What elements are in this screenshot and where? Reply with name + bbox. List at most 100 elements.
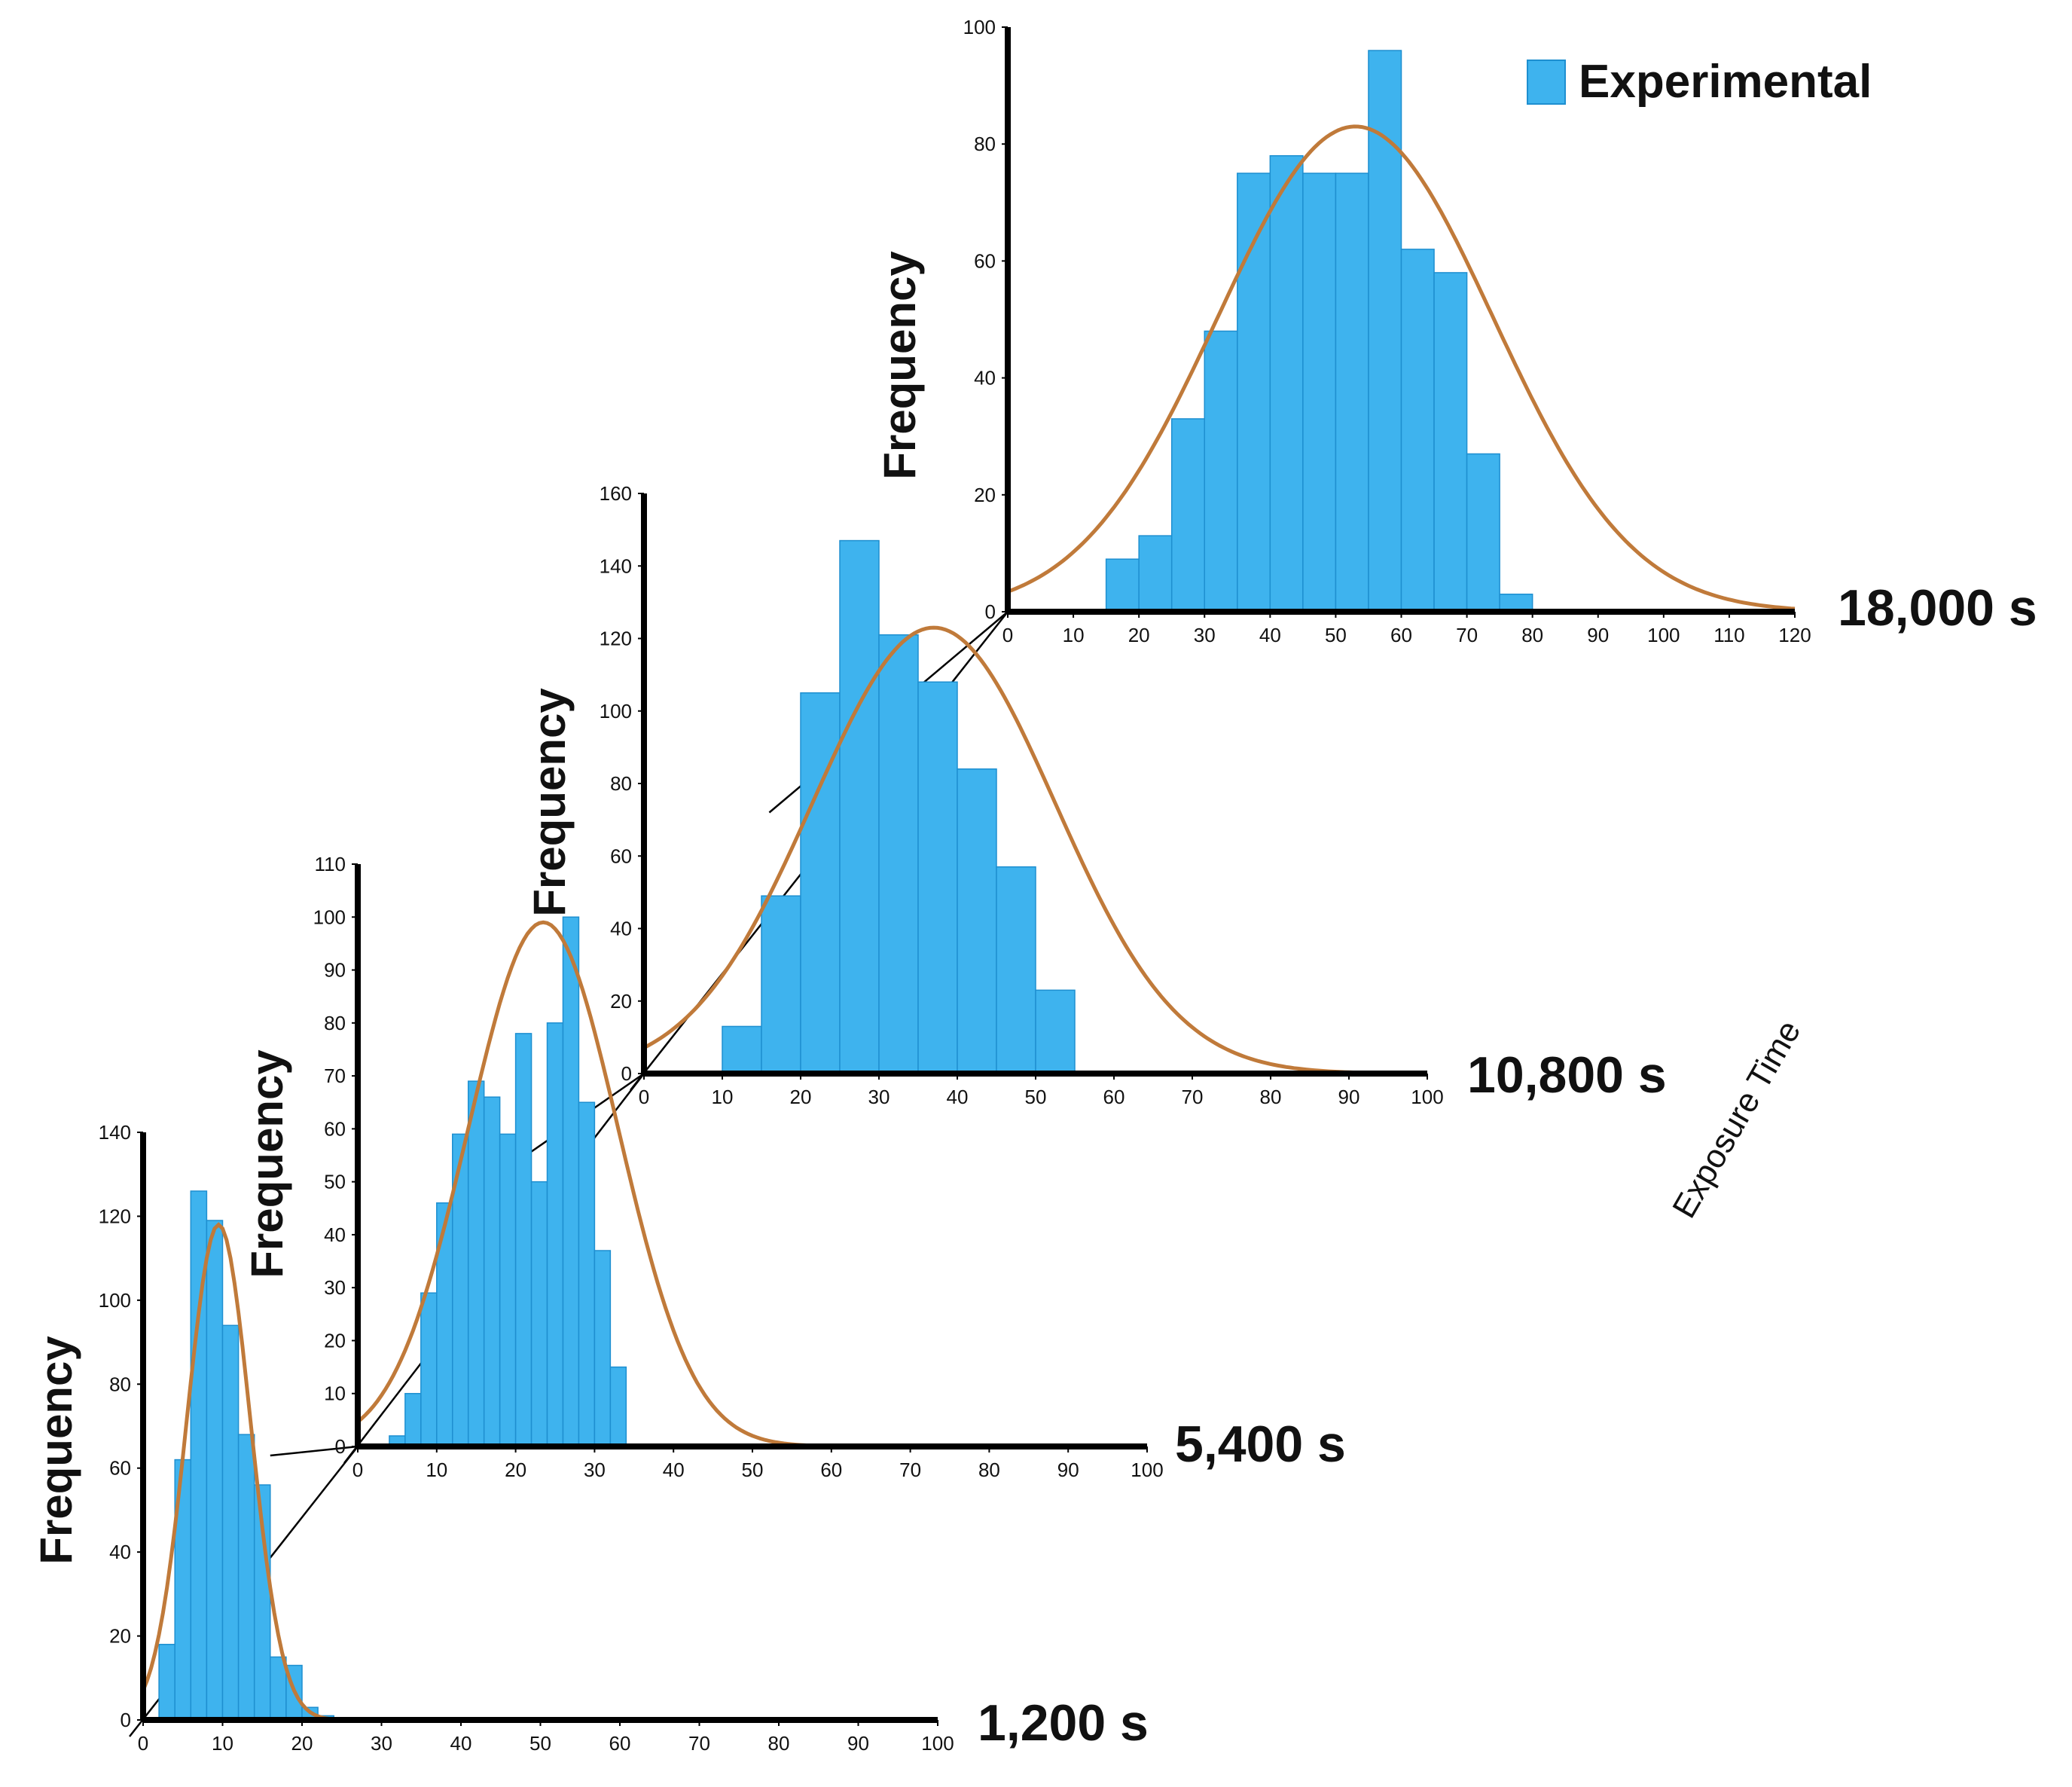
- y-tick-label: 100: [600, 700, 632, 722]
- y-tick-label: 70: [324, 1065, 346, 1087]
- histogram-bar: [1466, 453, 1500, 612]
- histogram-bar: [483, 1096, 501, 1447]
- x-tick-label: 50: [1325, 624, 1347, 646]
- histogram-bar: [530, 1181, 548, 1447]
- exposure-time-label: 5,400 s: [1175, 1416, 1346, 1473]
- histogram-bar: [1269, 154, 1304, 612]
- x-tick-label: 110: [1713, 624, 1744, 646]
- x-tick-label: 60: [609, 1732, 631, 1755]
- x-tick-label: 10: [426, 1459, 447, 1481]
- x-tick-label: 80: [1260, 1086, 1282, 1108]
- y-tick-label: 20: [610, 990, 632, 1013]
- x-tick-label: 30: [868, 1086, 890, 1108]
- x-tick-label: 0: [639, 1086, 649, 1108]
- histogram-panel-1: 0 10 20 30 40 50 60 70 80 90 100020406080100120140…: [31, 1121, 1149, 1755]
- histogram-bar: [609, 1366, 627, 1447]
- x-tick-label: 20: [1128, 624, 1150, 646]
- y-tick-label: 10: [324, 1382, 346, 1405]
- x-tick-label: 10: [712, 1086, 734, 1108]
- y-tick-label: 40: [324, 1223, 346, 1246]
- x-tick-label: 0: [352, 1459, 363, 1481]
- x-tick-label: 70: [688, 1732, 710, 1755]
- histogram-panel-4: 0 10 20 30 40 50 60 70 80 90 100 110 120 0 20 40 60 80 100…: [874, 16, 2037, 646]
- x-tick-label: 30: [371, 1732, 392, 1755]
- histogram-panels: 0 10 20 30 40 50 60 70 80 90 100020406080100120140…: [31, 16, 2037, 1755]
- x-tick-label: 40: [663, 1459, 685, 1481]
- histogram-panel-3: 0 10 20 30 40 50 60 70 80 90 100020406080100120140…: [524, 482, 1667, 1108]
- y-tick-label: 40: [974, 367, 996, 389]
- histogram-bar: [499, 1133, 517, 1447]
- histogram-bar: [800, 692, 841, 1074]
- histogram-bar: [420, 1292, 438, 1447]
- y-tick-label: 80: [324, 1012, 346, 1034]
- histogram-bar: [1035, 989, 1076, 1074]
- x-tick-label: 10: [1063, 624, 1085, 646]
- fit-curve-line: [1007, 124, 1796, 611]
- histogram-bar: [839, 539, 880, 1074]
- y-tick-label: 140: [99, 1121, 131, 1144]
- x-tick-label: 120: [1778, 624, 1811, 646]
- y-tick-label: 100: [313, 906, 346, 928]
- y-tick-label: 60: [974, 249, 996, 272]
- y-tick-label: 80: [974, 133, 996, 155]
- histogram-bar: [917, 681, 958, 1074]
- exposure-time-label: 1,200 s: [978, 1694, 1149, 1752]
- histogram-bar: [578, 1101, 596, 1447]
- y-tick-label: 140: [600, 554, 632, 577]
- exposure-time-label: 10,800 s: [1467, 1046, 1667, 1104]
- x-tick-label: 60: [1103, 1086, 1125, 1108]
- histogram-bar: [206, 1220, 224, 1721]
- x-tick-label: 30: [1194, 624, 1216, 646]
- x-tick-label: 80: [768, 1732, 790, 1755]
- histogram-panel-2: 0 10 20 30 40 50 60 70 80 90 100010203040506070809…: [242, 853, 1346, 1481]
- histogram-bar: [878, 634, 919, 1074]
- y-tick-label: 60: [324, 1117, 346, 1140]
- x-tick-label: 20: [505, 1459, 526, 1481]
- legend-label: Experimental: [1579, 56, 1872, 108]
- x-tick-label: 20: [790, 1086, 812, 1108]
- histogram-bar: [594, 1250, 612, 1447]
- x-tick-label: 10: [212, 1732, 233, 1755]
- y-tick-label: 0: [335, 1435, 346, 1458]
- histogram-bar: [1368, 50, 1402, 612]
- y-tick-label: 60: [610, 845, 632, 867]
- y-tick-label: 0: [621, 1062, 632, 1085]
- x-tick-label: 40: [450, 1732, 472, 1755]
- x-tick-label: 100: [921, 1732, 954, 1755]
- y-tick-label: 0: [985, 600, 996, 623]
- y-tick-label: 100: [963, 16, 996, 38]
- histogram-bar: [1105, 558, 1140, 612]
- x-tick-label: 70: [1456, 624, 1478, 646]
- histogram-bar: [1302, 173, 1337, 612]
- y-tick-label: 30: [324, 1276, 346, 1299]
- x-tick-label: 100: [1131, 1459, 1163, 1481]
- x-tick-label: 90: [847, 1732, 869, 1755]
- y-axis-label: Frequency: [242, 1049, 292, 1278]
- y-tick-label: 50: [324, 1171, 346, 1193]
- x-tick-label: 80: [1521, 624, 1543, 646]
- y-tick-label: 160: [600, 482, 632, 505]
- histogram-bar: [761, 895, 801, 1074]
- y-tick-label: 110: [315, 853, 346, 875]
- exposure-time-axis-title: Exposure Time: [1665, 1014, 1808, 1224]
- fit-curve-line: [642, 625, 1427, 1076]
- y-axis-label: Frequency: [874, 251, 925, 480]
- x-tick-label: 60: [1390, 624, 1412, 646]
- x-tick-label: 50: [742, 1459, 764, 1481]
- x-tick-label: 60: [820, 1459, 842, 1481]
- y-tick-label: 40: [109, 1541, 131, 1563]
- y-tick-label: 40: [610, 918, 632, 940]
- histogram-bar: [1400, 249, 1435, 612]
- histogram-bar: [546, 1022, 564, 1447]
- histogram-bar: [1335, 173, 1369, 612]
- x-tick-label: 90: [1338, 1086, 1360, 1108]
- y-tick-label: 120: [600, 628, 632, 650]
- y-tick-label: 120: [99, 1205, 131, 1227]
- y-tick-label: 60: [109, 1457, 131, 1480]
- x-tick-label: 80: [978, 1459, 1000, 1481]
- histogram-bar: [957, 768, 997, 1074]
- histogram-bar: [237, 1434, 255, 1721]
- legend-swatch: [1527, 60, 1566, 105]
- histogram-bar: [158, 1643, 175, 1721]
